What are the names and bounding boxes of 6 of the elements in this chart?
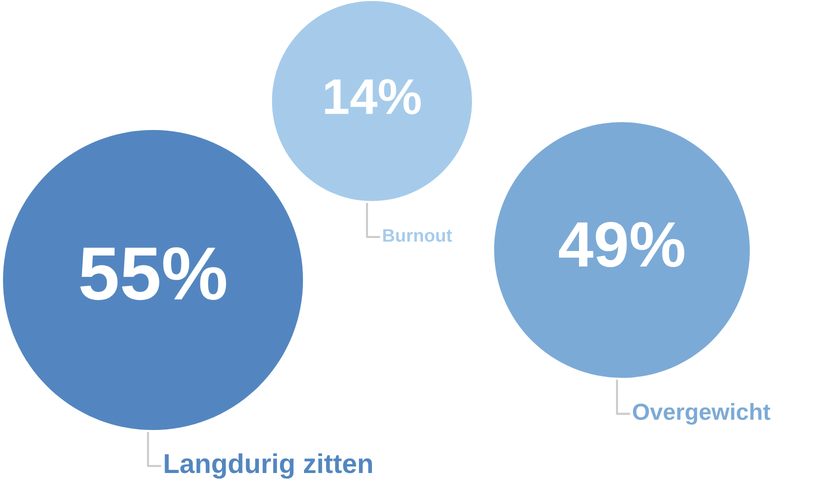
- category-label: Overgewicht: [632, 403, 770, 425]
- data-label: 14%: [325, 79, 421, 114]
- category-label: Burnout: [383, 229, 452, 242]
- data-label: 49%: [559, 222, 684, 268]
- data-label: 55%: [80, 247, 226, 300]
- category-label: Langdurig zitten: [164, 453, 372, 479]
